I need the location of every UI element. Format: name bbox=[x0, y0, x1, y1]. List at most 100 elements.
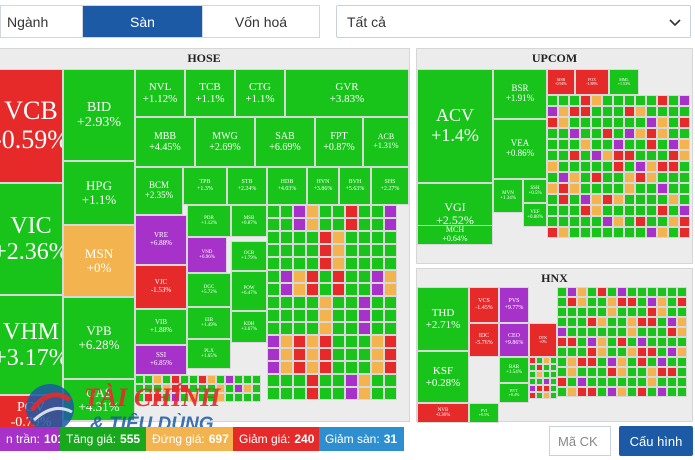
hnx-small-stock-cell[interactable] bbox=[543, 385, 550, 392]
hose-small-stock-cell[interactable] bbox=[371, 387, 384, 400]
hnx-small-stock-cell[interactable] bbox=[677, 347, 687, 357]
hnx-small-stock-cell[interactable] bbox=[627, 317, 637, 327]
hnx-small-stock-cell[interactable] bbox=[543, 364, 550, 371]
hnx-small-stock-cell[interactable] bbox=[627, 327, 637, 337]
upcom-small-stock-cell[interactable] bbox=[635, 172, 646, 183]
upcom-small-stock-cell[interactable] bbox=[657, 194, 668, 205]
upcom-small-stock-cell[interactable] bbox=[646, 172, 657, 183]
upcom-small-stock-cell[interactable] bbox=[602, 172, 613, 183]
hnx-small-stock-cell[interactable] bbox=[627, 307, 637, 317]
upcom-small-stock-cell[interactable] bbox=[657, 139, 668, 150]
hose-small-stock-cell[interactable] bbox=[267, 205, 280, 218]
upcom-small-stock-cell[interactable] bbox=[591, 161, 602, 172]
upcom-small-stock-cell[interactable] bbox=[657, 161, 668, 172]
hose-small-stock-cell[interactable] bbox=[384, 361, 397, 374]
hose-small-stock-cell[interactable] bbox=[345, 257, 358, 270]
hnx-small-stock-cell[interactable] bbox=[667, 387, 677, 397]
upcom-small-stock-cell[interactable] bbox=[624, 95, 635, 106]
hose-small-stock-cell[interactable] bbox=[293, 335, 306, 348]
hose-small-stock-cell[interactable] bbox=[293, 322, 306, 335]
hose-small-stock-cell[interactable] bbox=[345, 296, 358, 309]
hose-small-stock-cell[interactable] bbox=[267, 270, 280, 283]
hose-small-stock-cell[interactable] bbox=[280, 218, 293, 231]
upcom-tile-mvn[interactable]: MVN +1.34% bbox=[493, 179, 523, 213]
hose-small-stock-cell[interactable] bbox=[153, 393, 162, 402]
hose-small-stock-cell[interactable] bbox=[358, 231, 371, 244]
upcom-small-stock-cell[interactable] bbox=[646, 227, 657, 238]
hose-small-stock-cell[interactable] bbox=[384, 205, 397, 218]
hose-tile-tpb[interactable]: TPB +1.3% bbox=[183, 167, 227, 205]
hnx-small-stock-cell[interactable] bbox=[617, 377, 627, 387]
hnx-small-stock-cell[interactable] bbox=[617, 337, 627, 347]
hnx-small-stock-cell[interactable] bbox=[607, 297, 617, 307]
hose-small-stock-cell[interactable] bbox=[371, 244, 384, 257]
hose-small-stock-cell[interactable] bbox=[306, 361, 319, 374]
hose-small-stock-cell[interactable] bbox=[371, 374, 384, 387]
hnx-small-stock-cell[interactable] bbox=[587, 337, 597, 347]
hose-small-stock-cell[interactable] bbox=[280, 387, 293, 400]
hnx-small-stock-cell[interactable] bbox=[577, 357, 587, 367]
hose-small-stock-cell[interactable] bbox=[207, 375, 216, 384]
hnx-tile-pvs[interactable]: PVS +9.77% bbox=[499, 287, 529, 323]
hose-small-stock-cell[interactable] bbox=[293, 374, 306, 387]
hnx-small-stock-cell[interactable] bbox=[667, 347, 677, 357]
hose-small-stock-cell[interactable] bbox=[280, 231, 293, 244]
hnx-small-stock-cell[interactable] bbox=[577, 327, 587, 337]
hnx-tile-bab[interactable]: BAB +1.54% bbox=[499, 357, 529, 383]
upcom-small-stock-cell[interactable] bbox=[635, 117, 646, 128]
upcom-small-stock-cell[interactable] bbox=[679, 117, 690, 128]
upcom-small-stock-cell[interactable] bbox=[635, 205, 646, 216]
hnx-small-stock-cell[interactable] bbox=[557, 377, 567, 387]
upcom-small-stock-cell[interactable] bbox=[624, 161, 635, 172]
upcom-small-stock-cell[interactable] bbox=[547, 172, 558, 183]
hose-small-stock-cell[interactable] bbox=[384, 387, 397, 400]
hose-small-stock-cell[interactable] bbox=[345, 335, 358, 348]
hose-small-stock-cell[interactable] bbox=[144, 384, 153, 393]
hnx-small-stock-cell[interactable] bbox=[557, 317, 567, 327]
upcom-small-stock-cell[interactable] bbox=[646, 117, 657, 128]
hnx-small-stock-cell[interactable] bbox=[607, 387, 617, 397]
hose-small-stock-cell[interactable] bbox=[267, 348, 280, 361]
hnx-small-stock-cell[interactable] bbox=[667, 287, 677, 297]
hose-small-stock-cell[interactable] bbox=[345, 374, 358, 387]
hose-small-stock-cell[interactable] bbox=[306, 270, 319, 283]
upcom-small-stock-cell[interactable] bbox=[679, 172, 690, 183]
hnx-small-stock-cell[interactable] bbox=[577, 297, 587, 307]
hose-small-stock-cell[interactable] bbox=[306, 205, 319, 218]
hnx-small-stock-cell[interactable] bbox=[637, 317, 647, 327]
upcom-small-stock-cell[interactable] bbox=[613, 172, 624, 183]
hose-small-stock-cell[interactable] bbox=[243, 393, 252, 402]
upcom-small-stock-cell[interactable] bbox=[580, 117, 591, 128]
upcom-small-stock-cell[interactable] bbox=[558, 117, 569, 128]
hnx-small-stock-cell[interactable] bbox=[536, 378, 543, 385]
upcom-small-stock-cell[interactable] bbox=[569, 128, 580, 139]
hose-small-stock-cell[interactable] bbox=[358, 361, 371, 374]
upcom-tile-ssh[interactable]: SSH +0.5% bbox=[523, 179, 547, 203]
hose-small-stock-cell[interactable] bbox=[189, 375, 198, 384]
hnx-small-stock-cell[interactable] bbox=[557, 287, 567, 297]
upcom-small-stock-cell[interactable] bbox=[569, 117, 580, 128]
upcom-small-stock-cell[interactable] bbox=[646, 216, 657, 227]
upcom-small-stock-cell[interactable] bbox=[657, 117, 668, 128]
hose-tile-vpb[interactable]: VPB +6.28% bbox=[63, 297, 135, 379]
hose-small-stock-cell[interactable] bbox=[319, 348, 332, 361]
upcom-tile-mml[interactable]: MML +1.53% bbox=[609, 69, 639, 95]
hnx-small-stock-cell[interactable] bbox=[567, 287, 577, 297]
upcom-small-stock-cell[interactable] bbox=[613, 161, 624, 172]
upcom-small-stock-cell[interactable] bbox=[624, 194, 635, 205]
hose-small-stock-cell[interactable] bbox=[135, 384, 144, 393]
hnx-small-stock-cell[interactable] bbox=[577, 367, 587, 377]
upcom-tile-mch[interactable]: MCH +0.64% bbox=[417, 225, 493, 245]
hose-small-stock-cell[interactable] bbox=[252, 375, 261, 384]
hose-small-stock-cell[interactable] bbox=[306, 244, 319, 257]
hnx-tile-thd[interactable]: THD +2.71% bbox=[417, 287, 469, 351]
hose-small-stock-cell[interactable] bbox=[358, 244, 371, 257]
hose-tile-sab[interactable]: SAB +6.69% bbox=[255, 117, 315, 167]
hnx-small-stock-cell[interactable] bbox=[657, 357, 667, 367]
hose-small-stock-cell[interactable] bbox=[280, 361, 293, 374]
hose-small-stock-cell[interactable] bbox=[345, 218, 358, 231]
hnx-small-stock-cell[interactable] bbox=[637, 297, 647, 307]
hose-small-stock-cell[interactable] bbox=[198, 384, 207, 393]
hnx-small-stock-cell[interactable] bbox=[557, 337, 567, 347]
hose-small-stock-cell[interactable] bbox=[280, 309, 293, 322]
